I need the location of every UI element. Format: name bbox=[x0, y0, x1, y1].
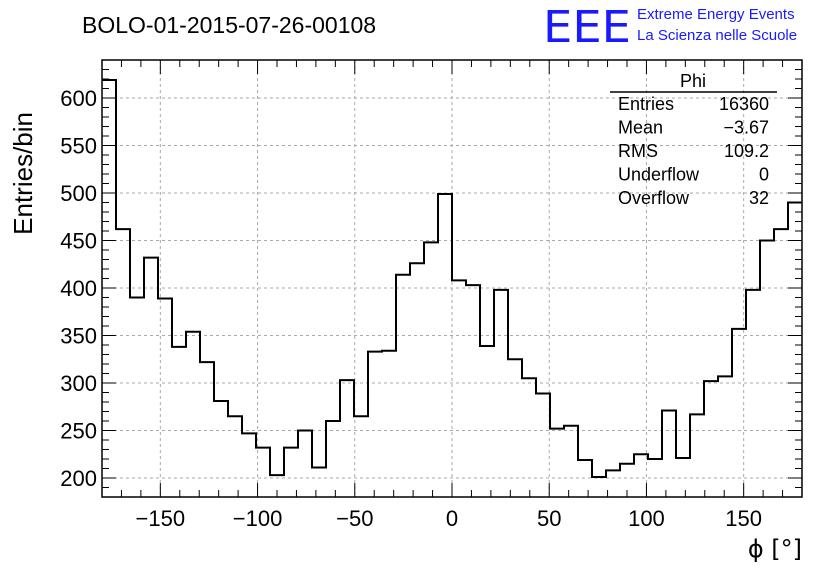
x-tick-label: −100 bbox=[233, 506, 283, 531]
y-tick-label: 400 bbox=[60, 276, 97, 301]
logo-letters: EEE bbox=[543, 2, 631, 53]
axis-ticks bbox=[101, 59, 803, 498]
y-tick-label: 600 bbox=[60, 86, 97, 111]
x-tick-label: 100 bbox=[628, 506, 665, 531]
y-tick-label: 500 bbox=[60, 181, 97, 206]
histogram-outline bbox=[102, 78, 802, 479]
y-tick-label: 550 bbox=[60, 134, 97, 159]
stats-label: Mean bbox=[618, 118, 663, 138]
y-axis-label: Entries/bin bbox=[8, 112, 38, 235]
x-tick-label: 0 bbox=[446, 506, 458, 531]
x-tick-label: −150 bbox=[136, 506, 186, 531]
stats-label: Overflow bbox=[618, 188, 690, 208]
x-tick-label: −50 bbox=[336, 506, 373, 531]
logo-line-1: Extreme Energy Events bbox=[637, 6, 795, 23]
stats-label: Entries bbox=[618, 94, 674, 114]
x-axis-label: ϕ [°] bbox=[748, 535, 802, 563]
stats-value: 109.2 bbox=[724, 141, 769, 161]
y-tick-label: 250 bbox=[60, 419, 97, 444]
x-tick-label: 50 bbox=[537, 506, 561, 531]
stats-box: Phi Entries 16360 Mean −3.67 RMS 109.2 Underfl… bbox=[610, 71, 777, 208]
run-title: BOLO-01-2015-07-26-00108 bbox=[82, 12, 376, 38]
y-tick-label: 300 bbox=[60, 371, 97, 396]
stats-value: 16360 bbox=[719, 94, 769, 114]
stats-rows: Entries 16360 Mean −3.67 RMS 109.2 Underflow 0 O… bbox=[618, 94, 769, 208]
stats-title: Phi bbox=[680, 71, 706, 91]
stats-label: RMS bbox=[618, 141, 658, 161]
logo-line-2: La Scienza nelle Scuole bbox=[637, 27, 797, 44]
y-tick-labels: 200 250 300 350 400 450 500 550 600 bbox=[60, 86, 97, 491]
stats-label: Underflow bbox=[618, 165, 700, 185]
y-tick-label: 200 bbox=[60, 466, 97, 491]
x-tick-labels: −150 −100 −50 0 50 100 150 bbox=[136, 506, 762, 531]
y-tick-label: 450 bbox=[60, 229, 97, 254]
eee-logo: EEE Extreme Energy Events La Scienza nel… bbox=[543, 2, 797, 53]
y-tick-label: 350 bbox=[60, 324, 97, 349]
x-tick-label: 150 bbox=[725, 506, 762, 531]
stats-value: 0 bbox=[759, 165, 769, 185]
stats-value: −3.67 bbox=[723, 118, 769, 138]
stats-value: 32 bbox=[749, 188, 769, 208]
